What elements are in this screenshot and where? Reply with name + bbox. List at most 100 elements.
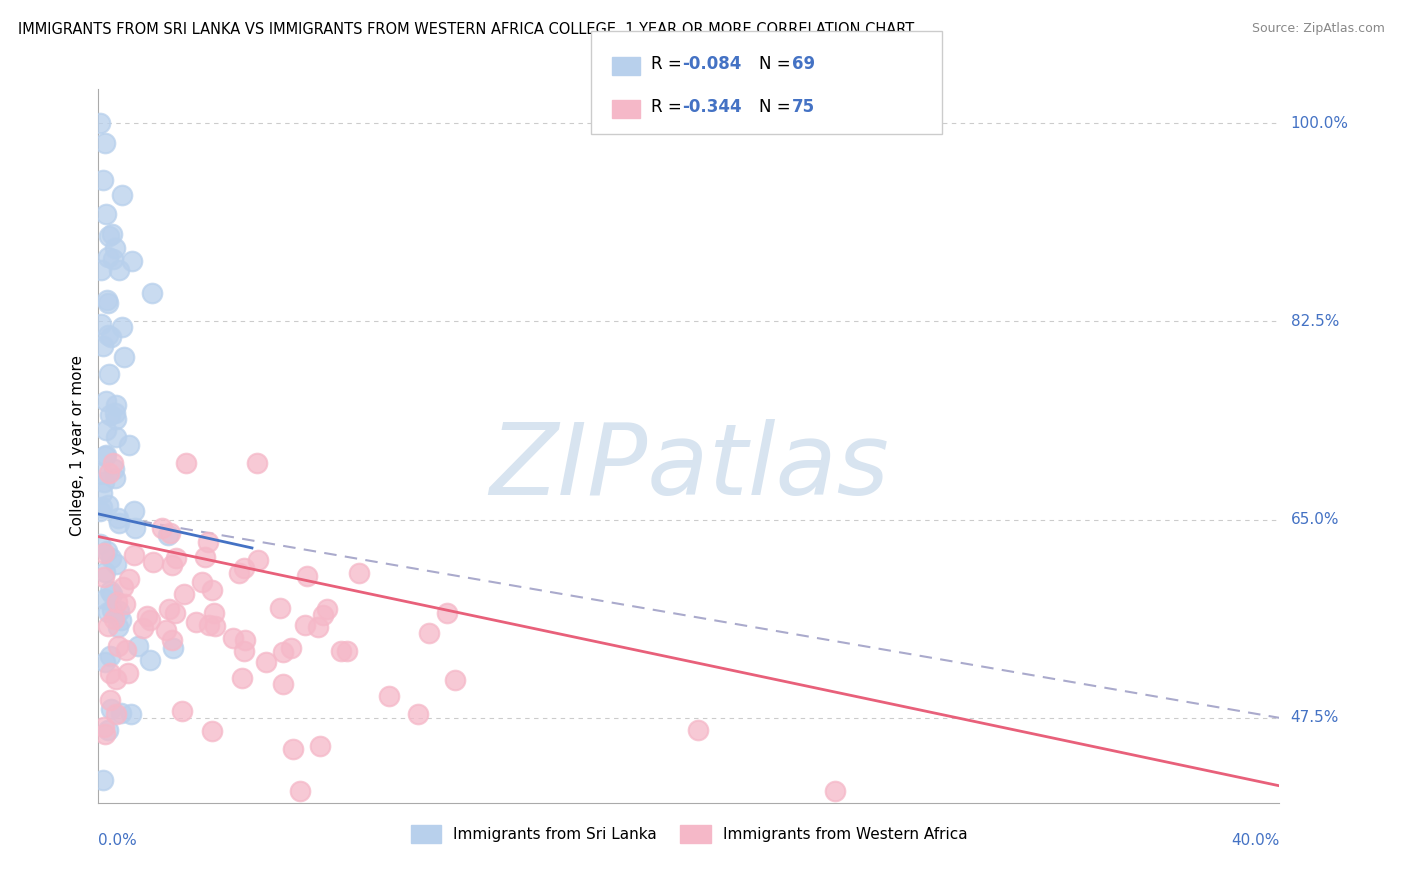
Point (273, 677, 295, 691)
Point (93, 475, 115, 490)
Point (157, 601, 180, 615)
Point (165, 550, 187, 565)
Point (118, 437, 141, 451)
Point (436, 606, 458, 620)
Point (336, 644, 359, 658)
Point (111, 320, 134, 334)
Point (90, 500, 112, 515)
Point (159, 525, 181, 540)
Point (198, 617, 221, 632)
Point (94, 450, 117, 464)
Point (173, 587, 195, 601)
Point (157, 528, 180, 542)
Point (316, 602, 339, 616)
Point (111, 580, 134, 594)
Point (103, 462, 125, 476)
Text: 75: 75 (792, 98, 814, 116)
Point (97, 499, 120, 513)
Point (97, 618, 120, 632)
Text: 40.0%: 40.0% (1232, 833, 1279, 848)
Point (160, 633, 183, 648)
Point (139, 613, 162, 627)
Text: 69: 69 (792, 55, 814, 73)
Text: Source: ZipAtlas.com: Source: ZipAtlas.com (1251, 22, 1385, 36)
Point (103, 612, 125, 626)
Point (101, 603, 124, 617)
Point (108, 516, 131, 531)
Point (93, 570, 115, 584)
Point (228, 566, 250, 581)
Point (174, 456, 197, 470)
Point (141, 286, 163, 301)
Legend: Immigrants from Sri Lanka, Immigrants from Western Africa: Immigrants from Sri Lanka, Immigrants fr… (405, 819, 973, 848)
Point (247, 553, 270, 567)
Point (91, 773, 114, 788)
Text: 65.0%: 65.0% (1291, 512, 1339, 527)
Point (290, 784, 312, 798)
Point (110, 613, 132, 627)
Point (104, 557, 127, 571)
Point (104, 707, 127, 722)
Point (155, 623, 177, 637)
Point (97, 367, 120, 381)
Point (201, 723, 224, 738)
Point (108, 263, 131, 277)
Point (94, 727, 117, 741)
Point (136, 609, 159, 624)
Point (104, 412, 127, 426)
Point (104, 406, 127, 420)
Text: -0.344: -0.344 (682, 98, 741, 116)
Point (233, 632, 256, 647)
Point (122, 504, 145, 518)
Point (118, 572, 141, 586)
Point (93, 720, 115, 734)
Point (103, 252, 125, 266)
Point (114, 597, 136, 611)
Point (107, 639, 129, 653)
Point (98, 466, 121, 480)
Text: N =: N = (759, 98, 796, 116)
Point (232, 644, 254, 658)
Point (97, 229, 120, 244)
Point (204, 619, 226, 633)
Point (307, 620, 329, 634)
Point (115, 642, 138, 657)
Point (104, 672, 127, 686)
Point (330, 644, 353, 658)
Point (246, 456, 269, 470)
Point (184, 615, 207, 629)
Text: R =: R = (651, 55, 688, 73)
Point (97, 296, 120, 310)
Point (96, 544, 118, 558)
Point (221, 631, 243, 645)
Point (117, 665, 139, 680)
Point (231, 671, 253, 685)
Point (104, 471, 127, 485)
Text: 100.0%: 100.0% (1291, 116, 1348, 131)
Point (194, 550, 217, 565)
Point (121, 254, 143, 268)
Point (98, 693, 121, 707)
Point (197, 535, 219, 549)
Point (110, 187, 132, 202)
Point (127, 639, 149, 653)
Point (112, 351, 135, 365)
Point (294, 618, 316, 632)
Point (94, 656, 117, 670)
Point (100, 409, 122, 423)
Y-axis label: College, 1 year or more: College, 1 year or more (69, 356, 84, 536)
Point (105, 595, 128, 609)
Point (105, 398, 128, 412)
Point (107, 620, 129, 634)
Point (90, 317, 112, 331)
Text: 0.0%: 0.0% (98, 833, 138, 848)
Point (89, 537, 111, 551)
Point (94, 136, 117, 150)
Point (101, 456, 124, 470)
Text: N =: N = (759, 55, 796, 73)
Point (172, 705, 194, 719)
Point (94, 565, 117, 579)
Point (297, 569, 319, 583)
Point (94, 424, 117, 438)
Point (97, 328, 120, 343)
